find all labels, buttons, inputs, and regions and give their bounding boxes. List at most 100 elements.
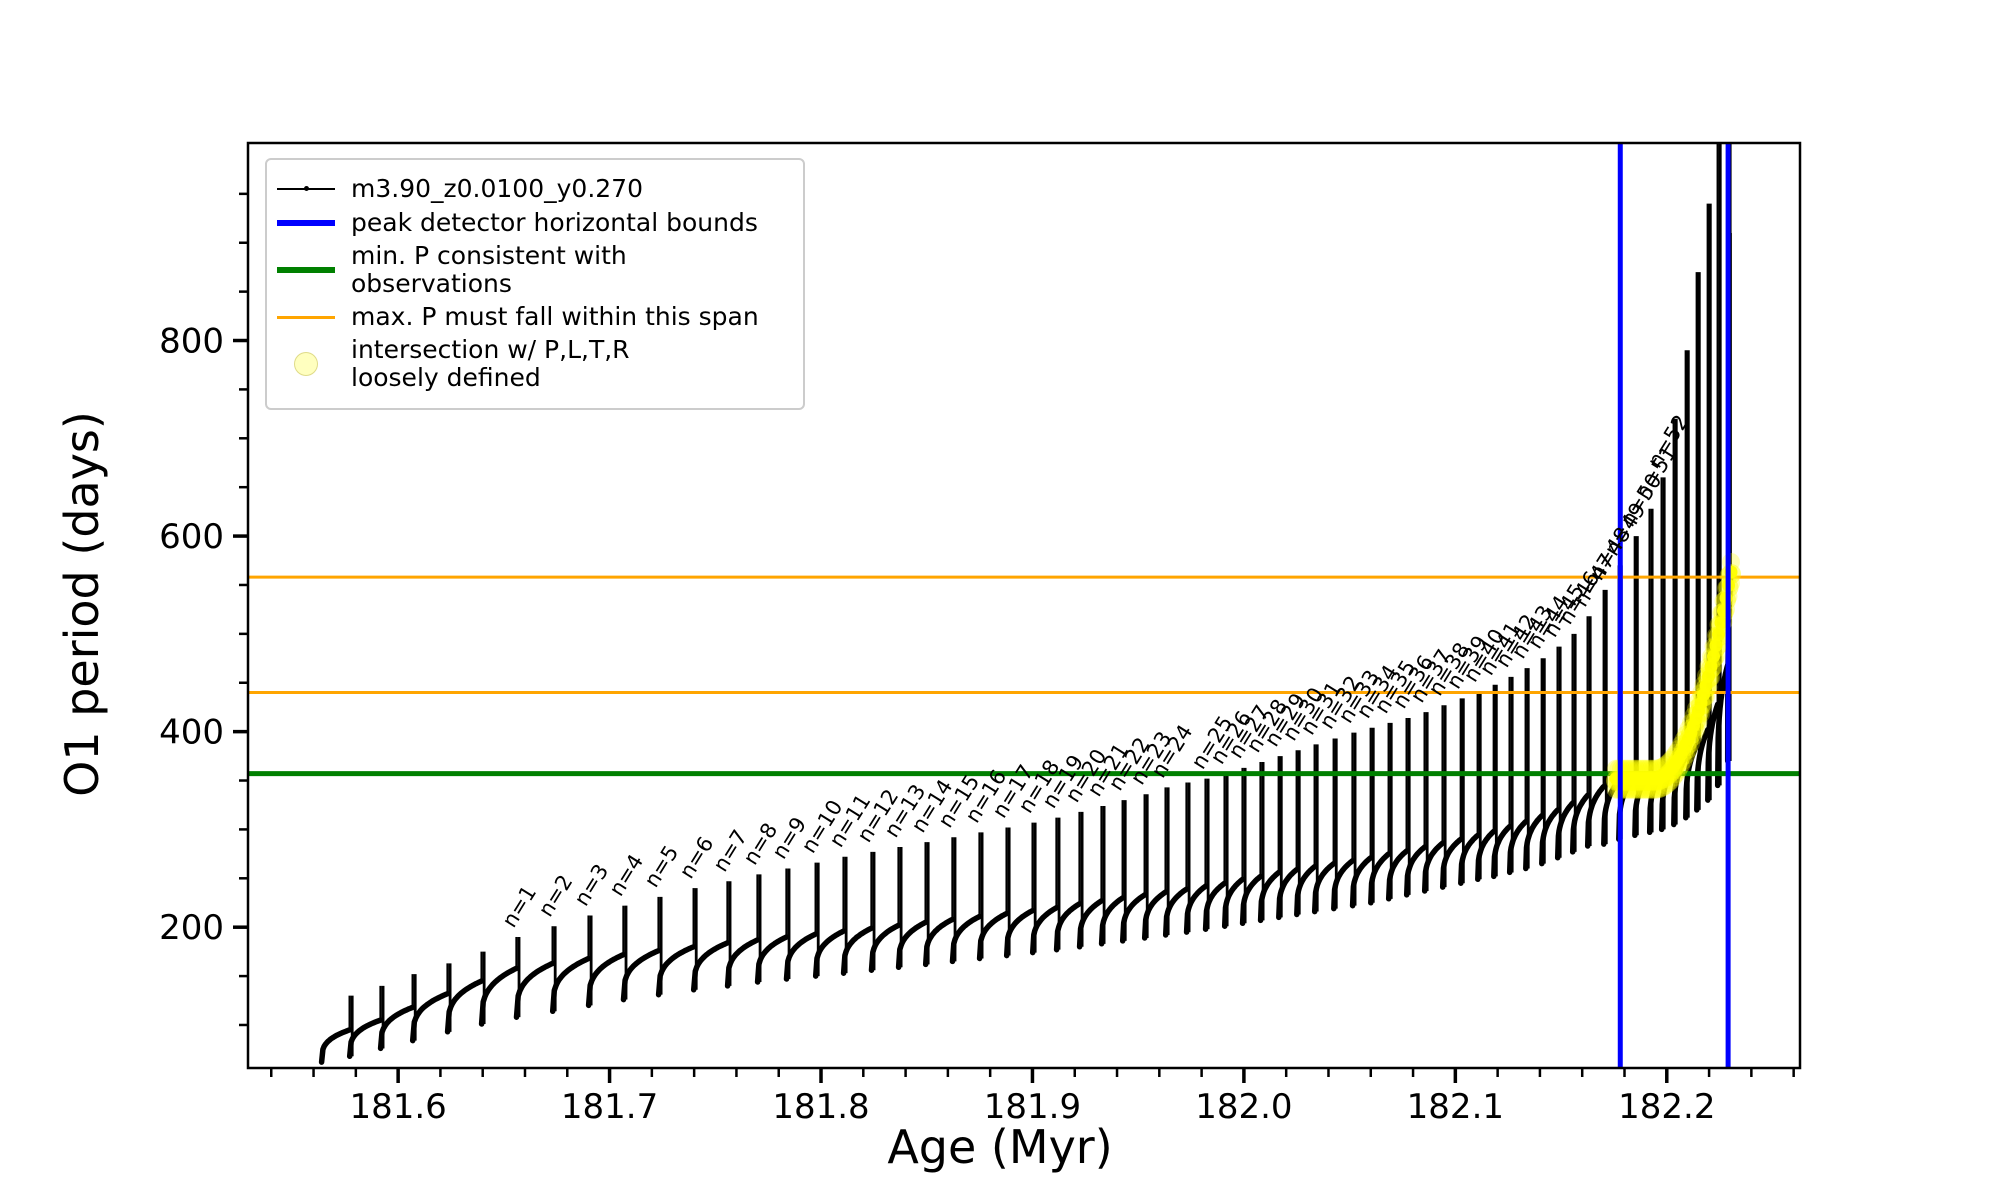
legend-entry-intersection: intersection w/ P,L,T,R loosely defined: [277, 336, 789, 392]
tooth-smooth: [1202, 880, 1228, 932]
tooth-smooth: [1368, 851, 1392, 906]
tooth-smooth: [1162, 886, 1190, 938]
tooth-smooth: [1554, 800, 1576, 861]
intersection-dot: [1664, 768, 1683, 787]
tooth-smooth: [922, 916, 956, 968]
intersection-dot: [1679, 740, 1698, 759]
tooth-smooth: [377, 1004, 416, 1052]
tooth-smooth: [1003, 907, 1036, 959]
legend-entry-peak-bounds: peak detector horizontal bounds: [277, 208, 789, 238]
legend-entry-min-p: min. P consistent with observations: [277, 242, 789, 298]
tooth-smooth: [1239, 873, 1264, 927]
tooth-smooth: [1221, 876, 1246, 929]
plot-area: [248, 143, 1800, 1068]
x-tick-label: 181.9: [984, 1087, 1081, 1127]
tooth-smooth: [1475, 828, 1497, 883]
tooth-smooth: [1119, 892, 1148, 944]
intersection-dot: [1624, 780, 1643, 799]
tooth-smooth: [724, 937, 761, 989]
tooth-smooth: [1584, 783, 1607, 849]
intersection-dot: [1659, 774, 1678, 793]
intersection-dot: [1639, 780, 1658, 799]
tooth-smooth: [812, 928, 847, 979]
tooth-smooth: [478, 965, 520, 1027]
intersection-dot: [1689, 713, 1708, 732]
intersection-dot: [1622, 780, 1640, 799]
x-tick-label: 182.2: [1618, 1087, 1715, 1127]
legend-label: intersection w/ P,L,T,R loosely defined: [351, 335, 630, 392]
intersection-dot: [1654, 778, 1673, 797]
intersection-dot: [1652, 779, 1670, 798]
intersection-dot: [1714, 616, 1728, 630]
intersection-dot: [1629, 780, 1648, 799]
axis-ticks: 181.6 181.7 181.8 181.9 182.0 182.1 182.2 200 40…: [159, 192, 1795, 1127]
intersection-markers: [1606, 553, 1741, 799]
tooth-smooth: [549, 955, 592, 1015]
intersection-dot: [1702, 669, 1715, 683]
tooth-smooth: [585, 951, 627, 1009]
tooth-smooth: [1311, 860, 1337, 915]
intersection-dot: [1699, 678, 1718, 697]
intersection-dot: [1642, 780, 1660, 799]
tooth-smooth: [346, 1017, 384, 1060]
tooth-smooth: [949, 913, 983, 965]
intersection-dot: [1662, 771, 1680, 790]
legend-label: max. P must fall within this span: [351, 302, 759, 331]
intersection-dot: [1677, 746, 1695, 765]
intersection-dot: [1709, 636, 1728, 655]
intersection-dot: [1619, 780, 1638, 799]
tooth-smooth: [1421, 840, 1446, 894]
yellow-marker-swatch: [277, 352, 335, 376]
tooth-smooth: [444, 978, 485, 1035]
intersection-dot: [1702, 668, 1720, 687]
intersection-dot: [1669, 761, 1688, 780]
intersection-dot: [1667, 765, 1685, 783]
intersection-dot: [1709, 639, 1723, 653]
tooth-smooth: [1331, 857, 1356, 912]
tooth-smooth: [1053, 900, 1083, 953]
tooth-smooth: [1523, 812, 1545, 872]
intersection-dot: [1692, 705, 1710, 724]
tooth-smooth: [1349, 855, 1374, 909]
tooth-smooth: [1491, 823, 1513, 880]
tooth-smooth: [1506, 818, 1529, 876]
y-tick-label: 600: [159, 517, 224, 557]
tooth-smooth: [690, 940, 731, 993]
tooth-smooth: [1183, 883, 1209, 935]
tooth-smooth: [976, 910, 1010, 962]
intersection-dot: [1704, 660, 1718, 674]
x-tick-label: 181.7: [561, 1087, 658, 1127]
intersection-dot: [1682, 734, 1700, 753]
legend-label: min. P consistent with observations: [351, 241, 627, 298]
y-axis-label: O1 period (days): [55, 411, 109, 797]
tooth-smooth: [620, 947, 662, 1003]
intersection-dot: [1672, 756, 1690, 775]
legend-label: peak detector horizontal bounds: [351, 208, 758, 237]
intersection-dot: [1632, 780, 1650, 799]
tooth-smooth: [1705, 701, 1721, 803]
intersection-dot: [1704, 658, 1723, 677]
intersection-dot: [1627, 780, 1645, 799]
plot-spines: [246, 141, 1802, 1070]
intersection-dot: [1687, 720, 1705, 739]
tooth-smooth: [1276, 866, 1300, 921]
tooth-smooth: [318, 1027, 353, 1065]
tooth-smooth: [1294, 863, 1318, 918]
y-tick-label: 800: [159, 322, 224, 362]
tooth-smooth: [1439, 836, 1464, 890]
tooth-smooth: [895, 919, 929, 971]
intersection-dot: [1712, 628, 1725, 641]
orange-line-swatch: [277, 315, 335, 319]
tooth-smooth: [1403, 844, 1428, 898]
green-line-swatch: [277, 267, 335, 273]
x-tick-label: 182.0: [1195, 1087, 1292, 1127]
tooth-smooth: [655, 944, 697, 998]
tooth-smooth: [1539, 807, 1561, 867]
intersection-dot: [1694, 696, 1713, 715]
legend-label: m3.90_z0.0100_y0.270: [351, 174, 643, 203]
tooth-smooth: [1076, 898, 1105, 950]
y-tick-label: 400: [159, 713, 224, 753]
tooth-smooth: [1385, 848, 1410, 902]
intersection-dot: [1707, 649, 1720, 663]
